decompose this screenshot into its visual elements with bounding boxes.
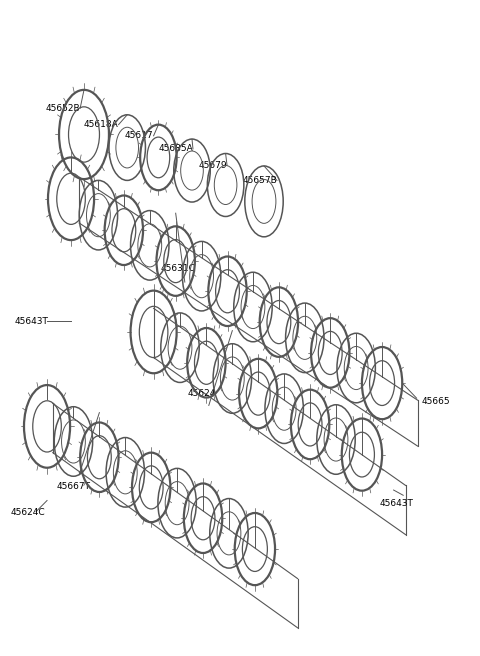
Text: 45652B: 45652B	[46, 104, 80, 113]
Text: 45618A: 45618A	[84, 120, 119, 129]
Text: 45665: 45665	[421, 397, 450, 406]
Text: 45667T: 45667T	[57, 482, 91, 491]
Text: 45624: 45624	[187, 389, 216, 398]
Text: 45657B: 45657B	[242, 176, 277, 185]
Text: 45643T: 45643T	[379, 499, 413, 508]
Text: 45643T: 45643T	[14, 317, 48, 326]
Text: 45624C: 45624C	[11, 508, 45, 518]
Text: 45685A: 45685A	[158, 144, 193, 154]
Text: 45679: 45679	[198, 161, 227, 170]
Text: 45631C: 45631C	[161, 264, 196, 274]
Text: 45617: 45617	[125, 131, 154, 140]
